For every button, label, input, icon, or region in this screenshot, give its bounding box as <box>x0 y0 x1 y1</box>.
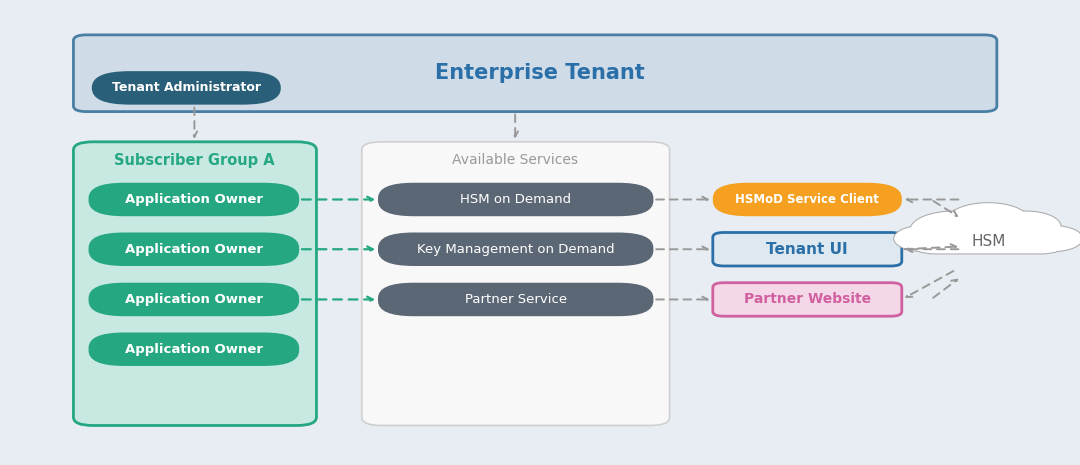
FancyBboxPatch shape <box>913 231 1064 253</box>
Text: Enterprise Tenant: Enterprise Tenant <box>435 63 645 83</box>
FancyBboxPatch shape <box>89 232 299 266</box>
Text: HSM on Demand: HSM on Demand <box>460 193 571 206</box>
FancyBboxPatch shape <box>73 142 316 425</box>
FancyBboxPatch shape <box>378 232 653 266</box>
Text: Application Owner: Application Owner <box>125 193 262 206</box>
Text: Application Owner: Application Owner <box>125 293 262 306</box>
Circle shape <box>910 212 997 249</box>
Text: Subscriber Group A: Subscriber Group A <box>114 153 274 168</box>
FancyBboxPatch shape <box>713 183 902 216</box>
Text: HSMoD Service Client: HSMoD Service Client <box>735 193 879 206</box>
Circle shape <box>894 226 953 251</box>
Text: Application Owner: Application Owner <box>125 343 262 356</box>
FancyBboxPatch shape <box>378 283 653 316</box>
Text: Tenant UI: Tenant UI <box>767 242 848 257</box>
FancyBboxPatch shape <box>713 283 902 316</box>
Text: Partner Website: Partner Website <box>744 292 870 306</box>
FancyBboxPatch shape <box>378 183 653 216</box>
Text: HSM: HSM <box>971 234 1005 249</box>
FancyBboxPatch shape <box>73 35 997 112</box>
Text: Key Management on Demand: Key Management on Demand <box>417 243 615 256</box>
FancyBboxPatch shape <box>713 232 902 266</box>
Text: Available Services: Available Services <box>453 153 578 167</box>
Circle shape <box>991 212 1061 241</box>
Circle shape <box>947 203 1029 239</box>
FancyBboxPatch shape <box>89 183 299 216</box>
FancyBboxPatch shape <box>89 332 299 366</box>
FancyBboxPatch shape <box>92 71 281 105</box>
FancyBboxPatch shape <box>89 283 299 316</box>
Text: Application Owner: Application Owner <box>125 243 262 256</box>
Text: Partner Service: Partner Service <box>464 293 567 306</box>
Text: Tenant Administrator: Tenant Administrator <box>112 81 260 94</box>
FancyBboxPatch shape <box>362 142 670 425</box>
Circle shape <box>1024 226 1080 251</box>
